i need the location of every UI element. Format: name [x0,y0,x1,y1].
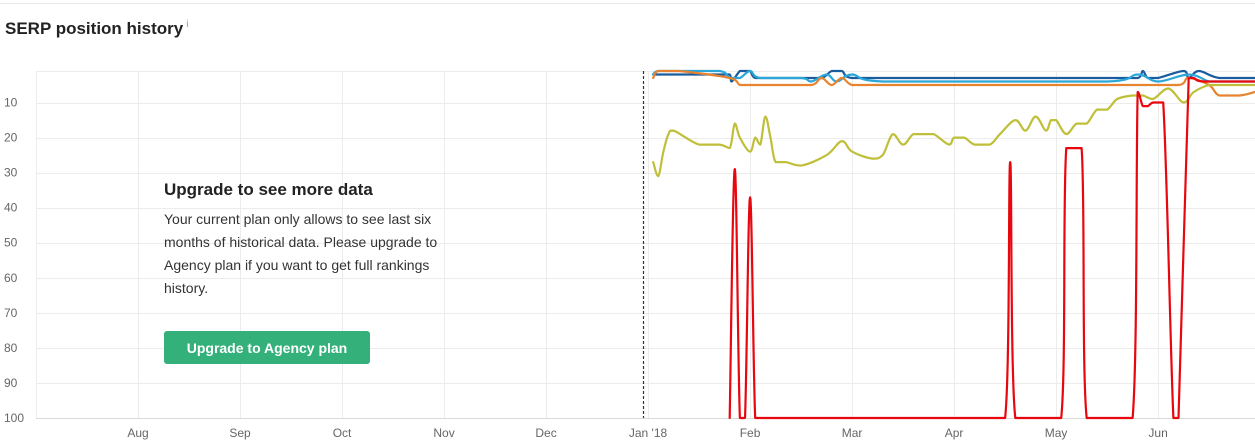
series-line-5 [728,76,1255,420]
y-tick-label: 80 [4,341,18,355]
upgrade-agency-button[interactable]: Upgrade to Agency plan [164,331,370,364]
upgrade-message: Your current plan only allows to see las… [164,211,438,296]
info-icon[interactable]: i [186,19,189,31]
chart-grid [36,71,1255,419]
x-tick-label: Aug [127,426,148,440]
y-tick-label: 30 [4,166,18,180]
x-tick-label: Mar [842,426,863,440]
upgrade-notice: Upgrade to see more data Your current pl… [164,180,474,300]
y-tick-label: 50 [4,236,18,250]
y-axis-labels: 10 20 30 40 50 60 70 80 90 100 [4,96,24,425]
chart-series [652,69,1255,420]
y-tick-label: 20 [4,131,18,145]
y-tick-label: 60 [4,271,18,285]
upgrade-heading: Upgrade to see more data [164,180,373,199]
series-line-4 [652,83,1255,178]
x-tick-label: Apr [945,426,964,440]
top-divider [0,3,1255,4]
y-tick-label: 70 [4,306,18,320]
x-tick-label: Jan '18 [629,426,668,440]
y-tick-label: 100 [4,411,24,425]
series-line-2 [652,69,1255,83]
x-tick-label: Oct [333,426,352,440]
section-title: SERP position history i [5,19,188,39]
y-tick-label: 90 [4,376,18,390]
x-tick-label: Nov [433,426,454,440]
x-tick-label: May [1045,426,1068,440]
x-tick-label: Dec [535,426,556,440]
section-title-text: SERP position history [5,19,184,38]
x-tick-label: Feb [740,426,761,440]
y-tick-label: 40 [4,201,18,215]
x-tick-label: Jun [1148,426,1167,440]
y-tick-label: 10 [4,96,18,110]
x-tick-label: Sep [229,426,251,440]
